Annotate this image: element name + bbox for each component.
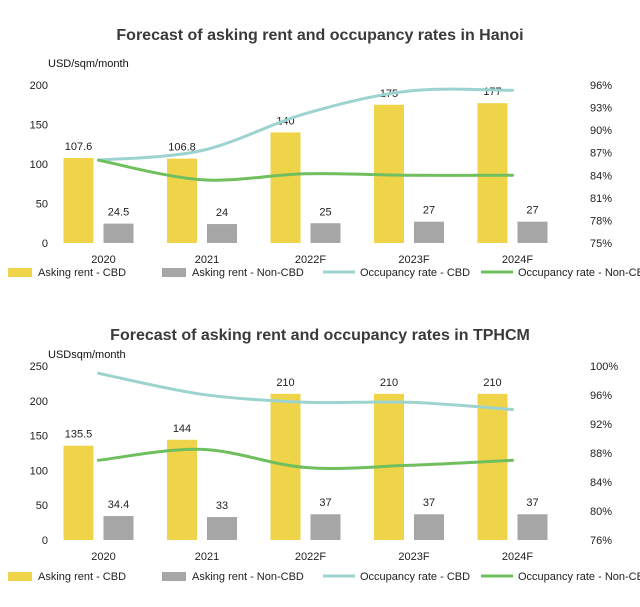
hanoi-line-occupancy-noncbd [97,158,514,182]
tphcm-y2-tick-1: 80% [590,506,612,518]
hanoi-label-cbd-4: 177 [483,86,501,98]
tphcm-label-noncbd-2: 37 [319,497,331,509]
hanoi-y-tick-4: 200 [30,80,48,92]
tphcm-x-tick-1: 2021 [195,551,219,563]
hanoi-bar-cbd-1 [167,158,197,243]
tphcm-bar-cbd-1 [167,439,197,540]
hanoi-line-occupancy-cbd [97,87,514,162]
tphcm-label-noncbd-4: 37 [526,497,538,509]
tphcm-legend-swatch-1 [162,572,186,581]
tphcm-label-noncbd-0: 34.4 [108,499,129,511]
hanoi-y-tick-2: 100 [30,159,48,171]
hanoi-bar-cbd-4 [477,103,508,243]
hanoi-bar-noncbd-2 [310,223,341,243]
tphcm-line-occupancy-noncbd [97,447,514,470]
hanoi-y-tick-1: 50 [36,199,48,211]
tphcm-line-occupancy-cbd [97,371,514,411]
tphcm-chart-title: Forecast of asking rent and occupancy ra… [110,327,530,344]
hanoi-label-noncbd-2: 25 [319,206,331,218]
tphcm-bar-cbd-0 [63,445,94,540]
tphcm-x-tick-0: 2020 [91,551,115,563]
tphcm-bar-noncbd-0 [103,516,134,540]
hanoi-bar-noncbd-1 [207,224,237,243]
hanoi-legend-swatch-0 [8,268,32,277]
tphcm-label-cbd-1: 144 [173,423,191,435]
tphcm-label-cbd-4: 210 [483,377,501,389]
hanoi-x-tick-2: 2022F [295,254,326,266]
hanoi-x-tick-1: 2021 [195,254,219,266]
tphcm-x-tick-4: 2024F [502,551,533,563]
hanoi-y-tick-0: 0 [42,238,48,250]
hanoi-y-tick-3: 150 [30,120,48,132]
hanoi-label-noncbd-3: 27 [423,205,435,217]
tphcm-y-axis-unit: USDsqm/month [48,349,126,361]
hanoi-x-tick-4: 2024F [502,254,533,266]
tphcm-bar-noncbd-1 [207,517,237,540]
tphcm-legend-label-0: Asking rent - CBD [38,571,126,583]
tphcm-legend-label-3: Occupancy rate - Non-CBD [518,571,640,583]
hanoi-legend-label-1: Asking rent - Non-CBD [192,267,304,279]
tphcm-label-cbd-3: 210 [380,377,398,389]
hanoi-y2-tick-7: 96% [590,80,612,92]
tphcm-y2-tick-4: 92% [590,419,612,431]
hanoi-chart-title: Forecast of asking rent and occupancy ra… [116,27,523,44]
hanoi-x-tick-0: 2020 [91,254,115,266]
hanoi-chart: Forecast of asking rent and occupancy ra… [8,27,640,279]
tphcm-legend-label-2: Occupancy rate - CBD [360,571,470,583]
tphcm-y-tick-4: 200 [30,396,48,408]
hanoi-label-cbd-0: 107.6 [65,141,93,153]
hanoi-x-tick-3: 2023F [398,254,429,266]
hanoi-label-cbd-1: 106.8 [168,142,196,154]
hanoi-legend-label-0: Asking rent - CBD [38,267,126,279]
tphcm-bar-cbd-4 [477,393,508,540]
hanoi-bar-cbd-0 [63,157,94,243]
tphcm-x-tick-3: 2023F [398,551,429,563]
hanoi-y2-tick-5: 90% [590,125,612,137]
tphcm-y-tick-1: 50 [36,500,48,512]
hanoi-bar-noncbd-3 [414,221,444,243]
tphcm-legend-label-1: Asking rent - Non-CBD [192,571,304,583]
tphcm-bar-noncbd-3 [414,514,444,540]
hanoi-bar-noncbd-4 [517,221,548,243]
tphcm-y2-tick-6: 100% [590,361,618,373]
hanoi-legend-swatch-1 [162,268,186,277]
hanoi-y2-tick-1: 78% [590,215,612,227]
tphcm-y-tick-3: 150 [30,431,48,443]
tphcm-label-noncbd-1: 33 [216,500,228,512]
tphcm-label-cbd-2: 210 [276,377,294,389]
hanoi-y2-tick-0: 75% [590,238,612,250]
tphcm-legend-swatch-0 [8,572,32,581]
tphcm-y-tick-2: 100 [30,465,48,477]
hanoi-label-noncbd-4: 27 [526,205,538,217]
tphcm-y2-tick-3: 88% [590,448,612,460]
hanoi-bar-noncbd-0 [103,223,134,243]
tphcm-label-noncbd-3: 37 [423,497,435,509]
tphcm-label-cbd-0: 135.5 [65,429,93,441]
hanoi-legend-label-3: Occupancy rate - Non-CBD [518,267,640,279]
tphcm-bar-noncbd-4 [517,514,548,540]
hanoi-label-noncbd-0: 24.5 [108,207,129,219]
hanoi-y-axis-unit: USD/sqm/month [48,58,129,70]
hanoi-legend-label-2: Occupancy rate - CBD [360,267,470,279]
hanoi-y2-tick-2: 81% [590,193,612,205]
hanoi-y2-tick-4: 87% [590,148,612,160]
tphcm-y2-tick-2: 84% [590,477,612,489]
hanoi-bar-cbd-2 [270,132,301,243]
tphcm-chart: Forecast of asking rent and occupancy ra… [8,327,640,583]
hanoi-y2-tick-6: 93% [590,103,612,115]
tphcm-y-tick-5: 250 [30,361,48,373]
tphcm-y-tick-0: 0 [42,535,48,547]
tphcm-bar-noncbd-2 [310,514,341,540]
tphcm-y2-tick-5: 96% [590,390,612,402]
hanoi-label-noncbd-1: 24 [216,207,228,219]
tphcm-x-tick-2: 2022F [295,551,326,563]
tphcm-y2-tick-0: 76% [590,535,612,547]
hanoi-y2-tick-3: 84% [590,170,612,182]
